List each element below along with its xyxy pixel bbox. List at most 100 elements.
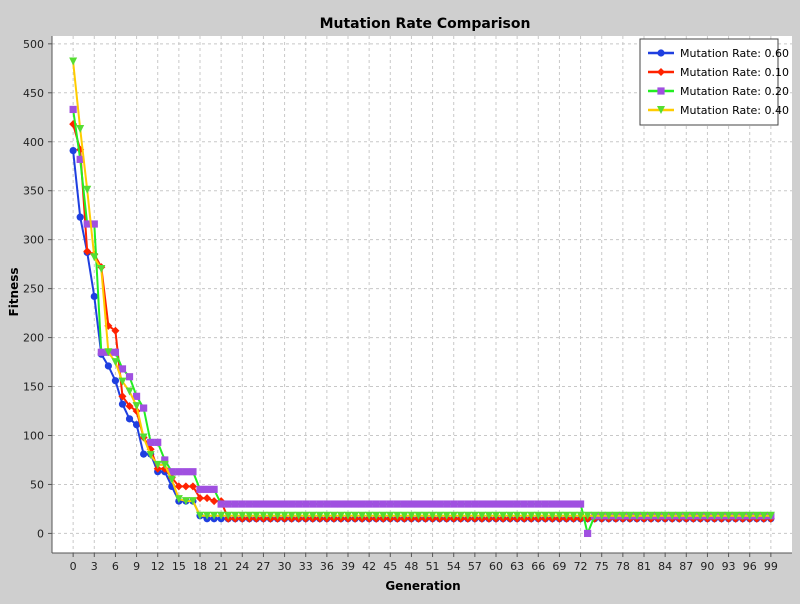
data-point bbox=[351, 511, 360, 520]
x-tick-label: 96 bbox=[743, 560, 757, 573]
data-point bbox=[513, 511, 522, 520]
data-point bbox=[351, 500, 359, 508]
data-point bbox=[174, 482, 183, 491]
data-point bbox=[175, 468, 183, 476]
x-tick-label: 48 bbox=[404, 560, 418, 573]
data-point bbox=[358, 500, 366, 508]
data-point bbox=[104, 348, 113, 357]
x-tick-label: 69 bbox=[552, 560, 566, 573]
data-point bbox=[188, 497, 197, 506]
x-tick-label: 27 bbox=[256, 560, 270, 573]
data-point bbox=[111, 348, 120, 356]
series-line bbox=[72, 61, 771, 517]
data-point bbox=[259, 500, 268, 508]
data-point bbox=[181, 497, 190, 506]
data-point bbox=[661, 511, 670, 520]
data-point bbox=[717, 511, 726, 520]
data-point bbox=[153, 460, 162, 469]
x-tick-label: 36 bbox=[320, 560, 334, 573]
data-point bbox=[421, 500, 430, 508]
x-tick-label: 0 bbox=[70, 560, 77, 573]
data-point bbox=[625, 511, 634, 520]
data-point bbox=[132, 421, 141, 429]
data-point bbox=[322, 511, 331, 520]
data-point bbox=[83, 247, 92, 256]
data-point bbox=[527, 500, 535, 508]
data-point bbox=[295, 500, 303, 508]
data-point bbox=[365, 500, 373, 508]
x-tick-label: 42 bbox=[362, 560, 376, 573]
data-point bbox=[323, 500, 331, 508]
data-point bbox=[421, 511, 430, 520]
data-point bbox=[118, 365, 127, 373]
data-point bbox=[181, 482, 190, 491]
data-point bbox=[140, 404, 148, 412]
data-point bbox=[689, 511, 698, 520]
legend: Mutation Rate: 0.60 Mutation Rate: 0.10 Mu… bbox=[639, 38, 789, 126]
data-point bbox=[245, 511, 254, 520]
data-point bbox=[471, 500, 479, 508]
data-point bbox=[118, 392, 127, 401]
x-tick-label: 12 bbox=[151, 560, 165, 573]
data-point bbox=[499, 511, 508, 520]
legend-label: Mutation Rate: 0.40 bbox=[680, 104, 789, 117]
data-point bbox=[407, 511, 416, 520]
data-point bbox=[252, 500, 260, 508]
data-point bbox=[273, 500, 282, 508]
data-point bbox=[217, 500, 225, 508]
x-tick-label: 93 bbox=[722, 560, 736, 573]
data-point bbox=[590, 511, 599, 520]
data-point bbox=[125, 373, 134, 381]
legend-label: Mutation Rate: 0.20 bbox=[680, 85, 789, 98]
x-tick-label: 30 bbox=[278, 560, 292, 573]
data-point bbox=[555, 500, 564, 508]
data-point bbox=[309, 500, 317, 508]
data-point bbox=[414, 500, 423, 508]
data-point bbox=[428, 500, 437, 508]
data-point bbox=[492, 511, 500, 520]
legend-item: Mutation Rate: 0.10 bbox=[648, 66, 789, 79]
data-point bbox=[288, 500, 296, 508]
x-tick-label: 66 bbox=[531, 560, 545, 573]
data-point bbox=[301, 511, 310, 520]
data-point bbox=[485, 500, 493, 508]
y-tick-label: 200 bbox=[23, 332, 44, 345]
data-point bbox=[203, 485, 211, 493]
data-point bbox=[443, 500, 451, 508]
data-point bbox=[562, 511, 571, 520]
data-point bbox=[492, 500, 500, 508]
series-4 bbox=[69, 57, 775, 520]
data-point bbox=[315, 511, 324, 520]
data-point bbox=[174, 495, 183, 504]
x-tick-label: 75 bbox=[595, 560, 609, 573]
data-point bbox=[266, 511, 275, 520]
data-point bbox=[90, 220, 98, 228]
x-tick-label: 72 bbox=[574, 560, 588, 573]
data-point bbox=[449, 511, 458, 520]
data-point bbox=[245, 500, 253, 508]
data-point bbox=[210, 497, 219, 506]
data-point bbox=[766, 511, 775, 520]
data-point bbox=[139, 433, 148, 442]
data-point bbox=[520, 500, 528, 508]
data-point bbox=[759, 511, 768, 520]
data-point bbox=[76, 155, 84, 163]
data-point bbox=[252, 511, 261, 520]
data-point bbox=[154, 438, 162, 446]
data-point bbox=[435, 511, 444, 520]
data-point bbox=[710, 511, 719, 520]
y-tick-label: 150 bbox=[23, 381, 44, 394]
data-point bbox=[611, 511, 620, 520]
x-tick-label: 99 bbox=[764, 560, 778, 573]
data-point bbox=[675, 511, 684, 520]
data-point bbox=[484, 511, 493, 520]
data-point bbox=[217, 511, 226, 520]
data-point bbox=[83, 220, 91, 228]
data-point bbox=[386, 511, 395, 520]
legend-swatch-marker bbox=[657, 87, 665, 95]
legend-swatch-marker bbox=[657, 49, 665, 57]
data-point bbox=[703, 511, 712, 520]
data-point bbox=[231, 511, 240, 520]
